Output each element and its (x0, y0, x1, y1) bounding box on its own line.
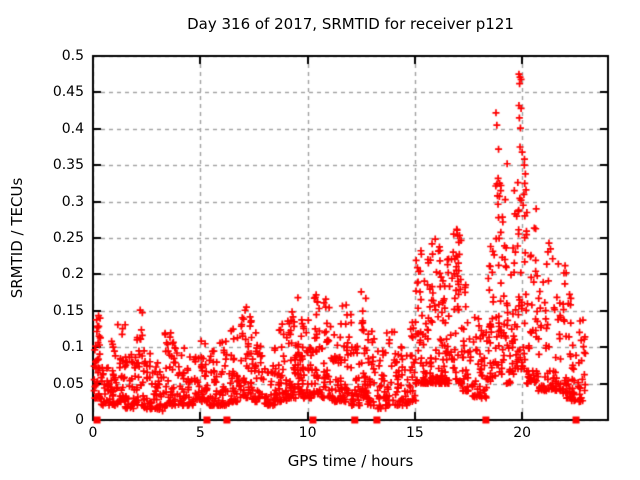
x-axis-title: GPS time / hours (287, 452, 414, 470)
y-tick-label: 0.25 (52, 230, 84, 246)
y-tick-label: 0.3 (61, 193, 84, 210)
y-tick-label: 0.1 (61, 339, 84, 356)
x-tick-label: 20 (513, 425, 532, 441)
y-tick-label: 0.15 (52, 302, 84, 319)
y-tick-label: 0.4 (61, 120, 84, 137)
y-tick-label: 0.2 (61, 266, 84, 283)
x-tick-label: 0 (88, 425, 98, 441)
chart-title: Day 316 of 2017, SRMTID for receiver p12… (187, 15, 514, 33)
y-tick-label: 0 (75, 412, 84, 428)
x-tick-label: 15 (405, 425, 424, 441)
y-tick-label: 0.05 (52, 375, 84, 392)
y-tick-label: 0.5 (61, 48, 84, 64)
y-tick-label: 0.45 (52, 84, 84, 101)
y-tick-label: 0.35 (52, 157, 84, 174)
x-tick-label: 5 (195, 425, 205, 441)
x-tick-label: 10 (298, 425, 317, 441)
